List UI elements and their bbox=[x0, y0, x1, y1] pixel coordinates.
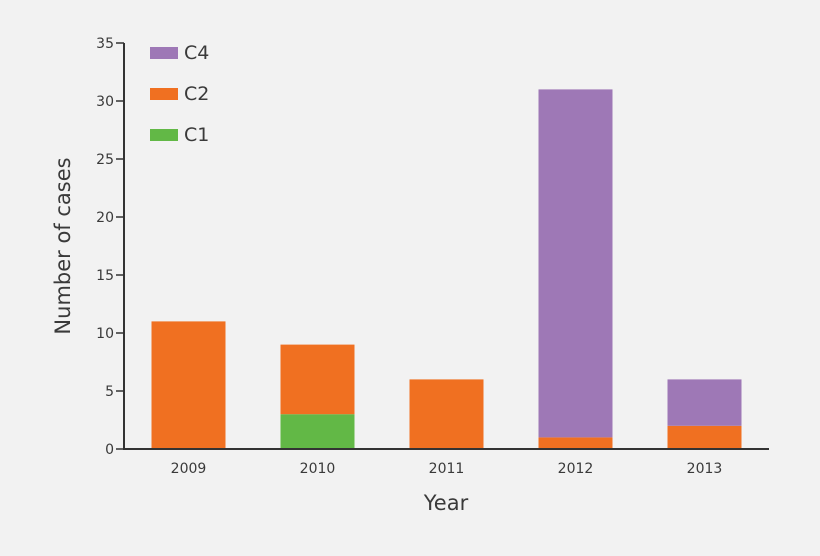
bar-c2-2009 bbox=[151, 321, 226, 449]
x-tick-label: 2009 bbox=[171, 461, 207, 477]
x-tick-label: 2012 bbox=[558, 461, 594, 477]
y-tick-label: 0 bbox=[105, 442, 114, 458]
x-tick-label: 2011 bbox=[429, 461, 465, 477]
x-axis-title: Year bbox=[423, 491, 469, 515]
x-tick-label: 2010 bbox=[300, 461, 336, 477]
legend-label-c1: C1 bbox=[184, 124, 209, 146]
bar-c4-2013 bbox=[667, 379, 742, 426]
legend-swatch-c2 bbox=[150, 88, 178, 100]
y-tick-label: 5 bbox=[105, 384, 114, 400]
bar-c2-2010 bbox=[280, 344, 355, 415]
y-tick-label: 20 bbox=[96, 210, 114, 226]
y-tick-label: 10 bbox=[96, 326, 114, 342]
x-tick-label: 2013 bbox=[687, 461, 723, 477]
bar-c2-2011 bbox=[409, 379, 484, 449]
legend-swatch-c4 bbox=[150, 47, 178, 59]
legend-label-c2: C2 bbox=[184, 83, 209, 105]
legend-label-c4: C4 bbox=[184, 42, 209, 64]
y-tick-label: 25 bbox=[96, 152, 114, 168]
y-ticks: 0 5 10 15 20 25 30 35 bbox=[96, 36, 124, 458]
y-axis-title: Number of cases bbox=[51, 157, 75, 334]
y-tick-label: 15 bbox=[96, 268, 114, 284]
y-tick-label: 35 bbox=[96, 36, 114, 52]
bar-c4-2012 bbox=[538, 89, 613, 438]
axes-layer bbox=[123, 43, 769, 450]
bar-c2-2012 bbox=[538, 437, 613, 449]
legend-swatch-c1 bbox=[150, 129, 178, 141]
y-tick-label: 30 bbox=[96, 94, 114, 110]
x-ticks: 2009 2010 2011 2012 2013 bbox=[171, 461, 723, 477]
bar-c1-2010 bbox=[280, 414, 355, 449]
bar-c2-2013 bbox=[667, 425, 742, 449]
legend: C4 C2 C1 bbox=[150, 42, 209, 146]
bars-layer bbox=[151, 89, 742, 449]
